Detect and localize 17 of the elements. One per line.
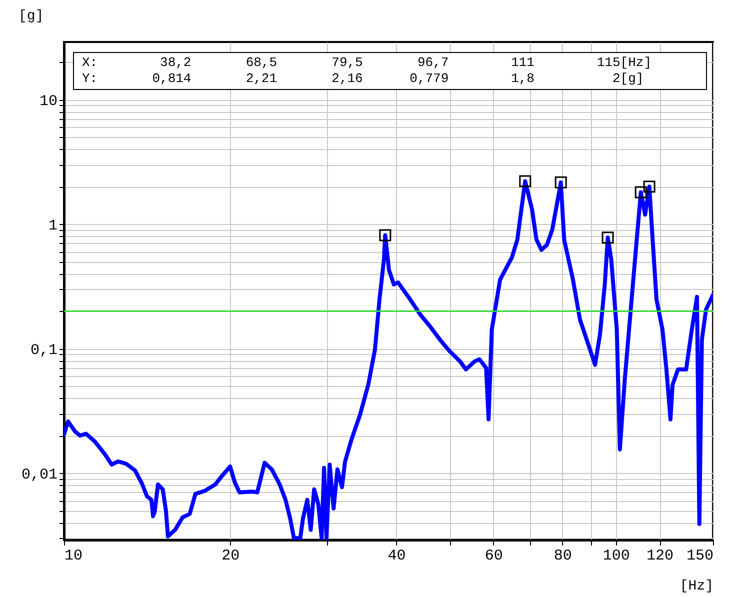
y-tick-label: 1	[48, 218, 58, 235]
y-tick-label: 0,1	[30, 342, 58, 360]
x-tick-label: 100	[602, 548, 630, 564]
x-tick-label: 20	[222, 548, 240, 564]
x-tick-label: 150	[686, 548, 714, 564]
x-tick-label: 120	[646, 548, 674, 564]
annotation: Y: 0,814 2,21 2,16 0,779 1,8 2[g]	[82, 71, 645, 87]
readout-table: X: 38,2 68,5 79,5 96,7 111 115[Hz] Y: 0,814 2,21 2,16 0,779 1,8 2[g]	[73, 52, 707, 90]
x-axis-title: [Hz]	[680, 578, 714, 594]
x-tick-label: 80	[554, 548, 572, 564]
x-tick-label: 60	[484, 548, 503, 564]
annotation: X: 38,2 68,5 79,5 96,7 111 115[Hz]	[82, 55, 652, 71]
y-axis-title: [g]	[18, 8, 44, 24]
y-tick-label: 10	[39, 93, 58, 110]
x-tick-label: 40	[388, 548, 406, 564]
x-tick-label: 10	[64, 548, 83, 564]
y-tick-label: 0,01	[21, 466, 58, 484]
